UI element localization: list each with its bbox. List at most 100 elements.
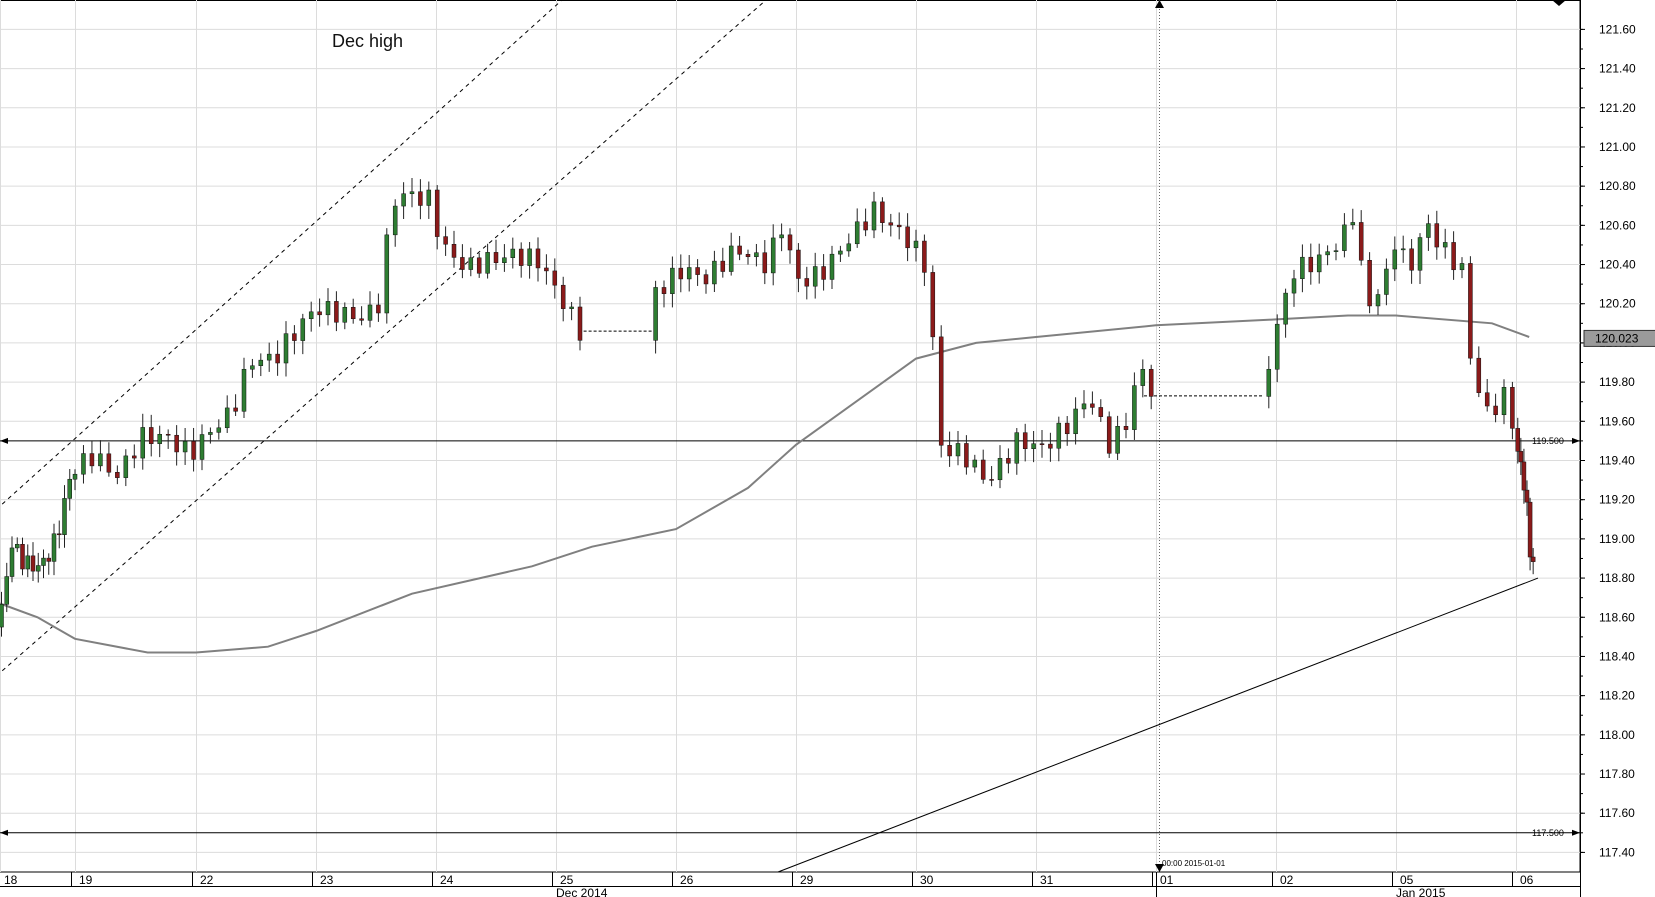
candle-body [174,434,179,453]
candle-body [1493,405,1498,416]
candle-body [1434,223,1440,248]
candle-body [1325,251,1330,256]
level-label: 119.500 [1532,436,1564,446]
day-tick-label: 31 [1040,873,1054,887]
candle-body [468,257,474,270]
candle-body [535,248,541,269]
day-tick-label: 01 [1160,873,1174,887]
candle-body [434,189,440,237]
price-tick-label: 118.80 [1599,571,1635,585]
candle-body [712,260,717,285]
candle-body [1039,443,1045,445]
candle-body [745,254,751,258]
price-tick-label: 121.60 [1599,22,1636,36]
candle-body [896,224,902,228]
candle-body [1409,248,1414,271]
candle-body [224,407,230,429]
candle-body [1014,432,1020,464]
candle-body [72,473,78,480]
channel-line [0,0,767,674]
price-tick-label: 118.20 [1599,689,1635,703]
candle-body [653,287,658,341]
candle-body [15,544,20,549]
candle-body [913,240,919,249]
candle-body [787,234,793,251]
candle-body [863,221,868,231]
candle-body [308,311,314,319]
candle-body [241,368,247,412]
candle-body [703,274,709,285]
day-tick-label: 30 [920,873,934,887]
candle-body [678,267,684,280]
candle-body [989,479,994,481]
candle-body [670,267,675,294]
overlay-lines: 119.500 117.500 [0,0,1580,873]
candle-body [938,336,944,446]
candle-body [1090,403,1095,408]
day-tick-label: 22 [200,873,214,887]
price-tick-label: 117.60 [1599,806,1635,820]
month-label: Dec 2014 [556,886,608,897]
grid-lines [0,0,1581,873]
candle-body [182,441,188,453]
candle-body [460,257,465,270]
candle-body [334,301,339,323]
level-label: 117.500 [1532,828,1564,838]
level-arrow-left [0,829,8,836]
candle-body [1132,385,1137,430]
candle-body [980,459,986,480]
candle-body [737,245,742,255]
candle-body [132,455,137,459]
candle-body [552,270,558,286]
candlestick-series [0,178,1536,637]
candle-body [804,278,810,287]
candle-body [233,407,238,412]
candle-body [1274,323,1280,370]
candle-body [25,555,30,570]
candle-body [485,252,490,274]
candle-body [1342,224,1347,251]
candle-body [1300,256,1305,279]
price-tick-label: 119.20 [1599,493,1635,507]
candle-body [560,284,566,309]
candle-body [30,555,36,572]
candle-body [1056,422,1062,449]
candle-body [972,459,978,468]
candle-body [317,311,322,316]
candle-body [401,193,406,207]
candle-body [1417,237,1423,271]
day-tick-label: 25 [560,873,574,887]
candle-body [964,443,969,468]
candle-body [510,248,516,258]
day-tick-label: 29 [800,873,814,887]
candle-body [1031,443,1036,449]
candle-body [527,248,532,266]
day-tick-label: 19 [79,873,93,887]
candle-body [0,604,4,628]
candle-body [1527,501,1533,558]
session-arrow-top [1155,0,1164,8]
candle-body [250,365,255,370]
candle-body [1392,249,1398,270]
candle-body [1358,222,1364,261]
candle-body [1073,408,1078,435]
price-tick-label: 118.40 [1599,649,1635,663]
candle-body [1333,250,1339,252]
candle-body [140,427,146,459]
candle-body [46,557,51,562]
candle-body [854,221,860,245]
candle-body [905,226,910,249]
candle-body [947,445,952,457]
candle-body [1367,260,1372,307]
candle-body [392,205,398,236]
price-tick-label: 117.40 [1599,845,1635,859]
candle-body [476,257,482,274]
candle-body [1098,407,1104,417]
candle-body [367,304,373,321]
candle-body [106,453,112,473]
current-price-tag [1583,329,1655,347]
candle-body [1384,268,1389,295]
candle-body [376,304,381,314]
candle-body [846,243,852,252]
